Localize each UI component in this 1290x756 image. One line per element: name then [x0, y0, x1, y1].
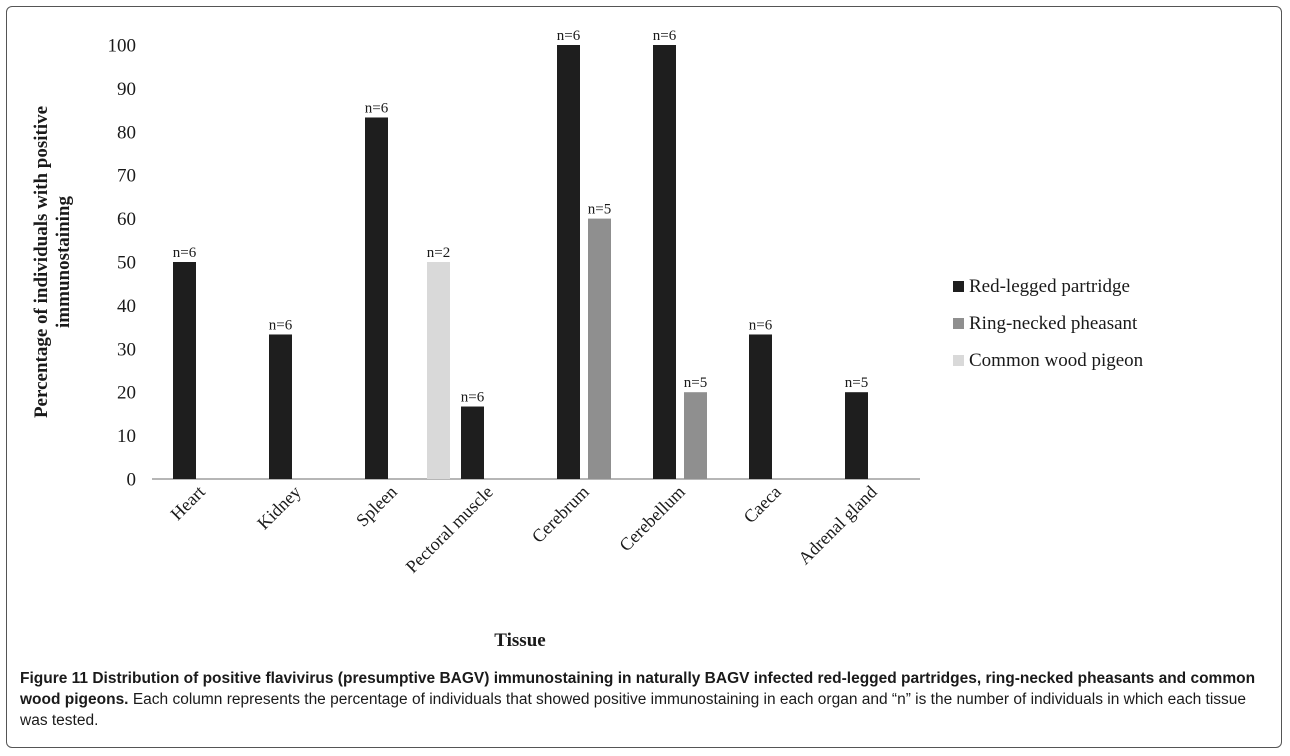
bar-n-label: n=6 — [365, 100, 389, 116]
bar — [684, 392, 707, 479]
legend-label: Common wood pigeon — [969, 350, 1144, 371]
y-tick-label: 30 — [117, 339, 136, 360]
y-tick-label: 70 — [117, 166, 136, 187]
x-tick-label: Pectoral muscle — [402, 482, 497, 577]
bar — [269, 334, 292, 479]
x-tick-label: Caeca — [740, 482, 785, 527]
legend: Red-legged partridge Ring-necked pheasant… — [953, 276, 1144, 371]
bar — [365, 117, 388, 479]
bar — [653, 45, 676, 479]
bar — [461, 406, 484, 479]
legend-swatch — [953, 281, 964, 292]
x-axis-label: Tissue — [494, 630, 545, 651]
x-tick-label: Cerebrum — [528, 482, 593, 547]
bar — [427, 262, 450, 479]
bar — [749, 334, 772, 479]
y-tick-label: 90 — [117, 79, 136, 100]
y-axis-label: Percentage of individuals with positivei… — [31, 106, 74, 418]
bar — [588, 218, 611, 479]
y-tick-label: 60 — [117, 209, 136, 230]
figure-caption: Figure 11 Distribution of positive flavi… — [20, 668, 1270, 731]
legend-label: Ring-necked pheasant — [969, 313, 1138, 334]
bar-n-label: n=6 — [173, 245, 197, 261]
legend-label: Red-legged partridge — [969, 276, 1130, 297]
bar-n-label: n=6 — [269, 317, 293, 333]
y-axis-ticks: 0 10 20 30 40 50 60 70 80 90 100 — [108, 36, 137, 491]
y-tick-label: 50 — [117, 253, 136, 274]
caption-text: Each column represents the percentage of… — [20, 691, 1247, 729]
bar — [845, 392, 868, 479]
bar-n-label: n=6 — [557, 28, 581, 44]
y-tick-label: 0 — [127, 470, 137, 491]
y-tick-label: 80 — [117, 122, 136, 143]
bar-n-label: n=5 — [845, 375, 868, 391]
bar-n-label: n=2 — [427, 245, 450, 261]
bars — [173, 45, 868, 479]
legend-swatch — [953, 355, 964, 366]
x-tick-label: Adrenal gland — [794, 482, 881, 569]
bar-n-label: n=5 — [588, 202, 611, 218]
y-axis-label-text: Percentage of individuals with positivei… — [31, 106, 74, 418]
y-tick-label: 10 — [117, 426, 136, 447]
bar-n-label: n=6 — [653, 28, 677, 44]
bar-n-label: n=5 — [684, 375, 707, 391]
x-tick-label: Cerebellum — [615, 482, 689, 556]
y-tick-label: 100 — [108, 36, 137, 57]
x-axis-tick-labels: Heart Kidney Spleen Pectoral muscle Cerebrum… — [166, 482, 880, 577]
bar — [557, 45, 580, 479]
y-tick-label: 40 — [117, 296, 136, 317]
bar-chart: Percentage of individuals with positivei… — [31, 28, 1144, 651]
figure-frame — [6, 6, 1282, 748]
caption-title: Figure 11 Distribution of positive flavi… — [20, 670, 1256, 708]
x-tick-label: Heart — [166, 482, 208, 524]
bar-labels: n=6 n=6 n=6 n=2 n=6 n=6 n=5 n=6 n=5 n=6 n=5 — [173, 28, 868, 406]
bar-n-label: n=6 — [461, 390, 485, 406]
bar-n-label: n=6 — [749, 317, 773, 333]
y-tick-label: 20 — [117, 383, 136, 404]
x-tick-label: Spleen — [352, 482, 401, 531]
x-tick-label: Kidney — [253, 482, 305, 534]
legend-swatch — [953, 318, 964, 329]
bar — [173, 262, 196, 479]
